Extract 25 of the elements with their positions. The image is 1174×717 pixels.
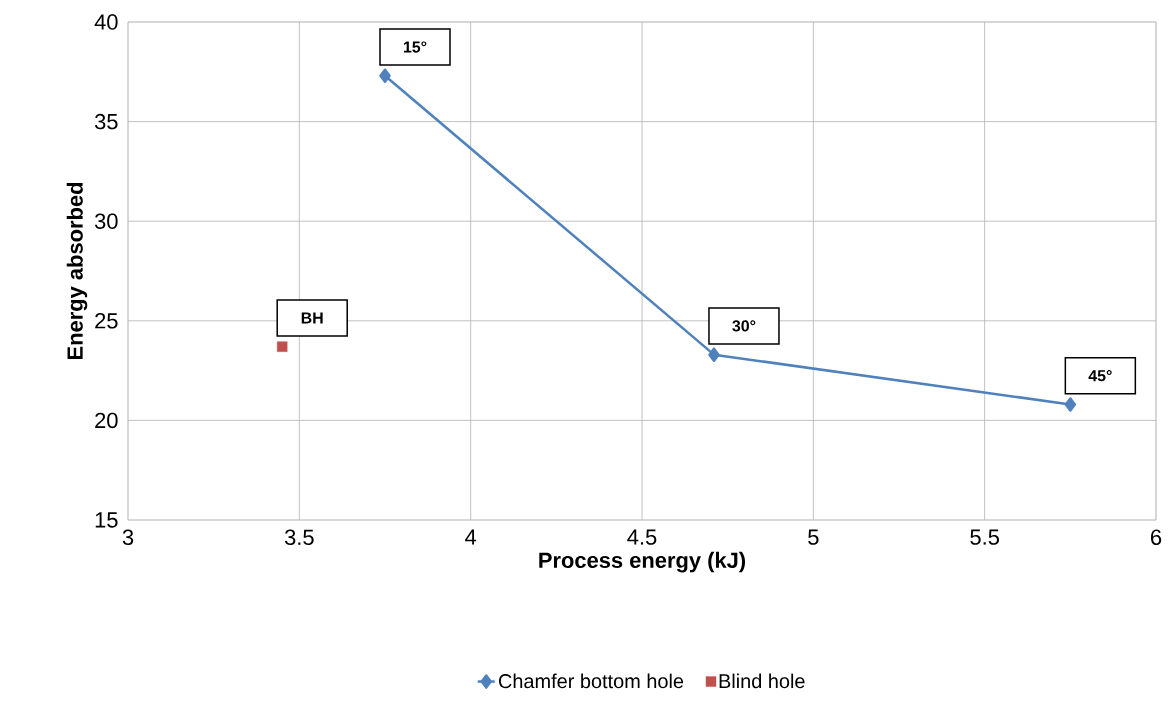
y-tick-label: 40 [94,14,118,30]
point [379,68,391,84]
y-tick-label: 35 [94,113,118,130]
annotation: BH [301,312,323,324]
x-tick-label: 5 [808,529,819,545]
point [708,347,720,362]
x-tick-label: 4.5 [627,529,657,545]
annotation: 30° [732,320,756,332]
x-tick-label: 5.5 [970,529,999,545]
x-tick-label: 3 [122,529,134,546]
legend-label: Blind hole [719,673,805,689]
legend-label: Chamfer bottom hole [498,673,684,689]
annotation: 45° [1088,370,1112,382]
y-axis-title: Energy absorbed [66,182,88,360]
point [1064,397,1077,412]
y-tick-label: 25 [95,313,118,329]
x-tick-label: 3.5 [284,529,314,546]
y-tick-label: 20 [95,412,118,429]
x-tick-label: 4 [465,529,477,545]
y-tick-label: 30 [94,213,118,229]
x-axis-title: Process energy (kJ) [539,551,746,573]
annotation: 15° [403,41,427,53]
point [277,341,288,352]
x-tick-label: 6 [1151,529,1162,546]
y-tick-label: 15 [95,512,118,528]
